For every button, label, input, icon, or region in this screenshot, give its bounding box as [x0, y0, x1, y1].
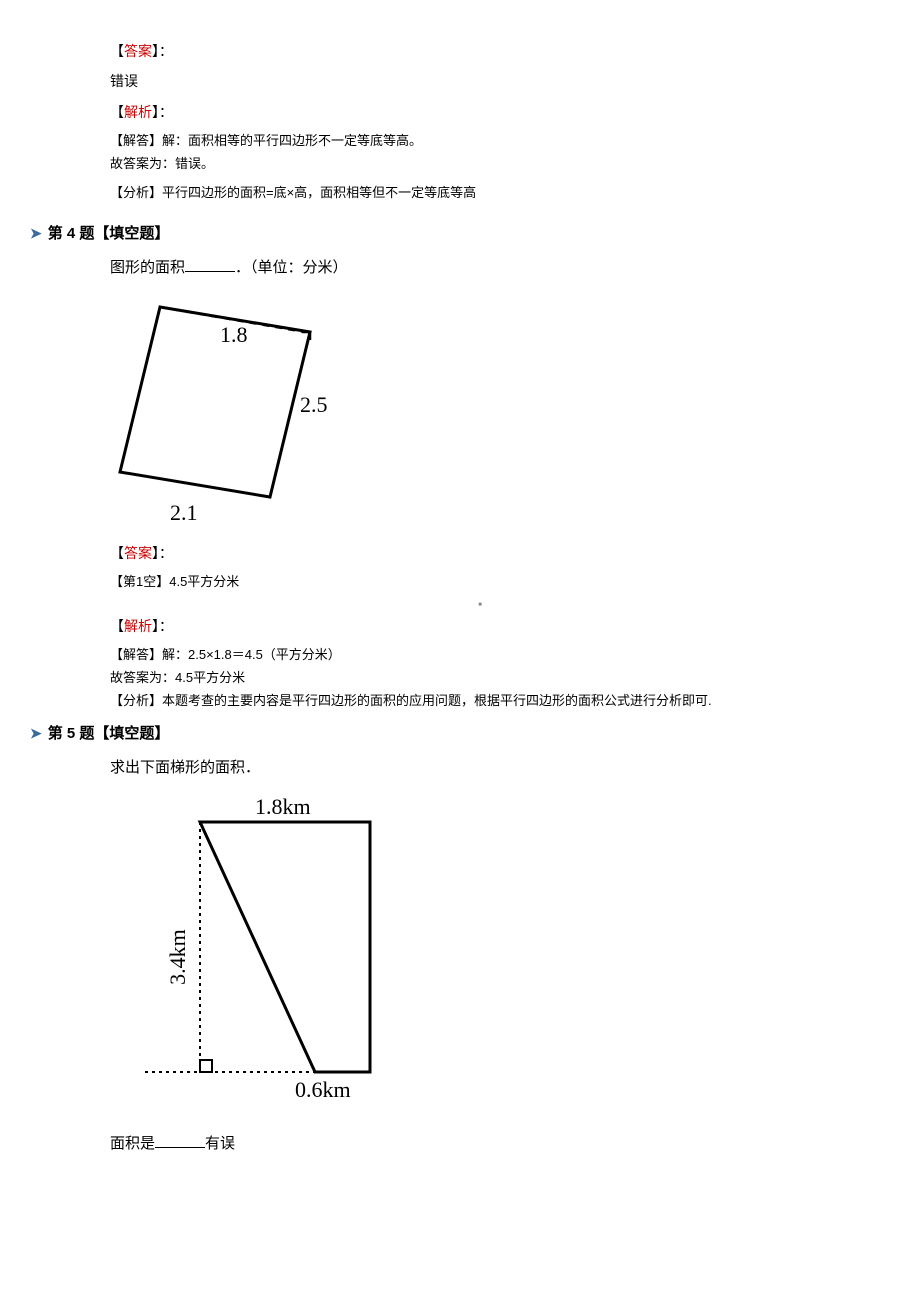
arrow-icon: ➤ [30, 222, 42, 244]
q4-figure: 1.8 2.5 2.1 [110, 292, 850, 528]
explain-line: 【解答】解：面积相等的平行四边形不一定等底等高。 [110, 131, 850, 152]
blank-field [155, 1133, 205, 1148]
question-5-tail: 面积是 有误 [110, 1132, 850, 1156]
q4-top-label: 1.8 [220, 322, 248, 347]
question-4-header: ➤ 第 4 题【填空题】 [30, 222, 850, 246]
q5-figure: 1.8km 3.4km 0.6km [140, 792, 850, 1118]
question-5-text: 求出下面梯形的面积． [110, 756, 850, 780]
bracket-open: 【 [110, 618, 124, 634]
explain-line: 【解答】解：2.5×1.8＝4.5（平方分米） [110, 645, 850, 666]
answer-word: 答案 [124, 545, 152, 561]
answer-label: 【答案】： [110, 542, 850, 564]
explain-block: 【解答】解：2.5×1.8＝4.5（平方分米） 故答案为：4.5平方分米 【分析… [110, 645, 850, 711]
analysis-word: 解析 [124, 104, 152, 120]
explain-line: 故答案为：错误。 [110, 154, 850, 175]
analysis-label: 【解析】： [110, 101, 850, 123]
arrow-icon: ➤ [30, 722, 42, 744]
explain-line: 故答案为：4.5平方分米 [110, 668, 850, 689]
bracket-close: 】： [152, 43, 173, 59]
bracket-close: 】： [152, 618, 173, 634]
q5-top-label: 1.8km [255, 794, 311, 819]
question-4-title: 第 4 题【填空题】 [48, 222, 170, 246]
analysis-text: 【分析】平行四边形的面积=底×高，面积相等但不一定等底等高 [110, 183, 850, 204]
q4-text-before: 图形的面积 [110, 259, 185, 276]
page-marker: ■ [110, 601, 850, 611]
answer-label: 【答案】： [110, 40, 850, 62]
bracket-open: 【 [110, 43, 124, 59]
bracket-close: 】： [152, 545, 173, 561]
first-blank-value: 4.5平方分米 [169, 574, 239, 589]
analysis-label: 【解析】： [110, 615, 850, 637]
blank-field [185, 257, 235, 272]
answer-word: 答案 [124, 43, 152, 59]
q5-tail-after: 有误 [205, 1135, 235, 1152]
answer-value: 错误 [110, 70, 850, 92]
explain-block: 【解答】解：面积相等的平行四边形不一定等底等高。 故答案为：错误。 [110, 131, 850, 175]
question-5-header: ➤ 第 5 题【填空题】 [30, 722, 850, 746]
q4-bottom-label: 2.1 [170, 500, 198, 522]
q4-right-label: 2.5 [300, 392, 328, 417]
bracket-open: 【 [110, 104, 124, 120]
bracket-open: 【 [110, 545, 124, 561]
analysis-word: 解析 [124, 618, 152, 634]
q5-tail-before: 面积是 [110, 1135, 155, 1152]
q5-left-label: 3.4km [165, 929, 190, 985]
first-blank-label: 【第1空】 [110, 574, 169, 589]
first-blank: 【第1空】4.5平方分米 [110, 572, 850, 593]
question-5-title: 第 5 题【填空题】 [48, 722, 170, 746]
bracket-close: 】： [152, 104, 173, 120]
q4-text-after: ．（单位：分米） [235, 259, 348, 276]
question-4-text: 图形的面积 ．（单位：分米） [110, 256, 850, 280]
analysis-text: 【分析】本题考查的主要内容是平行四边形的面积的应用问题，根据平行四边形的面积公式… [110, 691, 850, 712]
q5-bottom-label: 0.6km [295, 1077, 351, 1102]
